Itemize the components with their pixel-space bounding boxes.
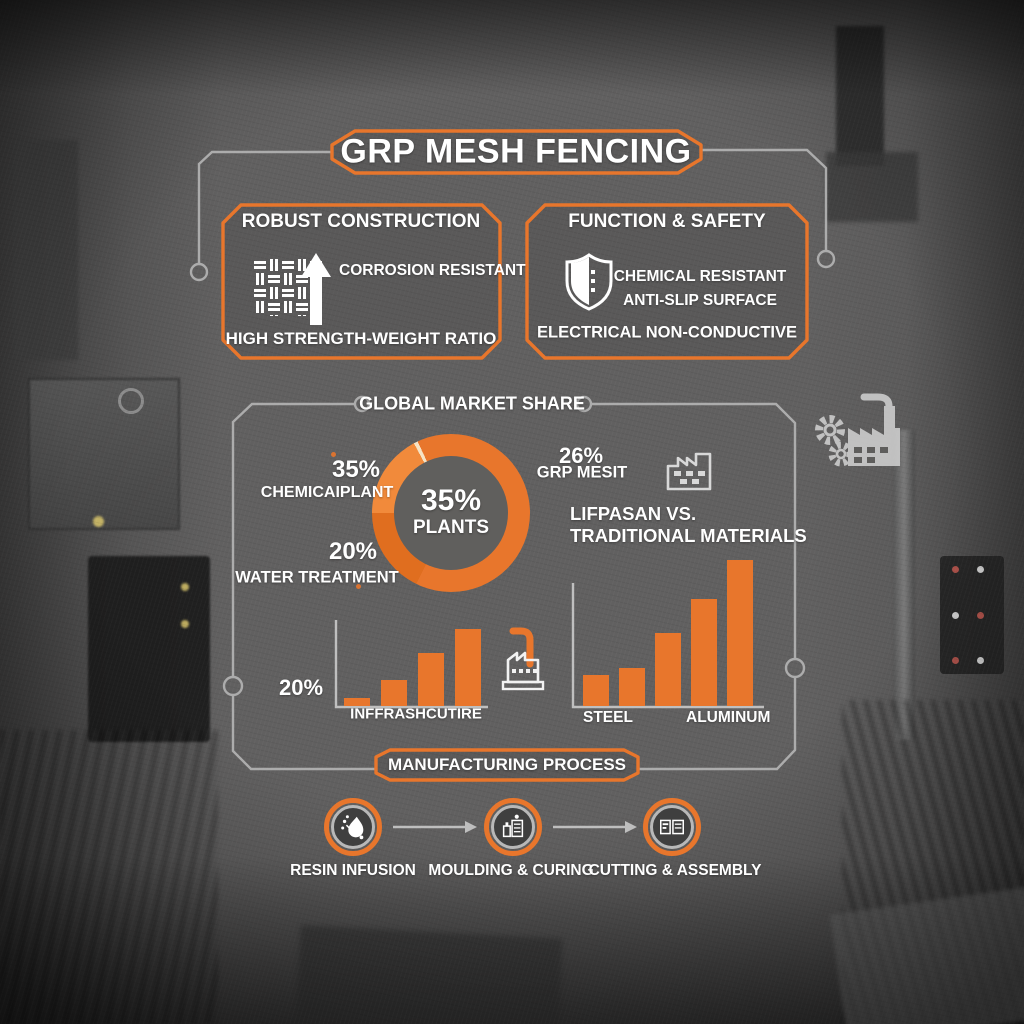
infra-chart-axes xyxy=(334,620,488,709)
page-title: GRP MESH FENCING xyxy=(340,132,692,171)
connector-node-icon xyxy=(222,675,244,697)
robust-box-title: ROBUST CONSTRUCTION xyxy=(241,211,481,232)
infra-pct: 20% xyxy=(278,675,324,700)
water-pct: 20% xyxy=(328,538,378,565)
donut-center-label: PLANTS xyxy=(413,517,489,538)
bar xyxy=(381,680,407,706)
materials-label-aluminum: ALUMINUM xyxy=(686,709,771,726)
arrow-up-icon xyxy=(300,253,332,325)
bar xyxy=(619,668,645,706)
connector-line xyxy=(638,678,797,771)
process-step-label: MOULDING & CURING xyxy=(428,862,594,879)
robust-feature-label: CORROSION RESISTANT xyxy=(339,262,526,279)
grp-pct: 26% xyxy=(558,443,604,468)
shield-icon xyxy=(563,252,615,312)
connector-node-icon xyxy=(189,262,209,282)
infra-bar-chart-bars xyxy=(344,620,494,706)
factory-gears-icon xyxy=(812,392,904,472)
process-step-circle xyxy=(484,798,542,856)
process-step-circle xyxy=(324,798,382,856)
materials-chart-axes xyxy=(571,583,764,709)
bar xyxy=(691,599,717,706)
chemical-pct: 35% xyxy=(331,456,381,483)
safety-feature-1: CHEMICAL RESISTANT xyxy=(613,268,787,285)
materials-label-steel: STEEL xyxy=(583,709,633,726)
process-step-label: CUTTING & ASSEMBLY xyxy=(588,862,762,879)
safety-feature-2: ANTI-SLIP SURFACE xyxy=(623,292,777,309)
safety-box-title: FUNCTION & SAFETY xyxy=(568,211,766,232)
grp-label: GRP MESIT xyxy=(536,463,628,482)
bar xyxy=(727,560,753,706)
process-heading: MANUFACTURING PROCESS xyxy=(387,755,627,774)
connector-node-icon xyxy=(816,249,836,269)
process-step-circle xyxy=(643,798,701,856)
bar xyxy=(455,629,481,706)
water-label: WATER TREATMENT xyxy=(235,568,399,587)
chemical-label: CHEMICAIPLANT xyxy=(260,484,394,501)
infra-caption: INFFRASHCUTIRE xyxy=(350,705,482,723)
process-banner-border xyxy=(374,748,640,782)
title-badge-border xyxy=(330,129,703,175)
connector-line xyxy=(197,150,333,263)
connector-node-icon xyxy=(784,657,806,679)
resin-infusion-icon xyxy=(331,805,375,849)
market-heading: GLOBAL MARKET SHARE xyxy=(359,393,585,414)
bar xyxy=(655,633,681,706)
materials-bar-chart-bars xyxy=(583,559,765,706)
moulding-curing-icon xyxy=(491,805,535,849)
connector-line xyxy=(231,696,376,771)
comparison-title-line1: LIFPASAN VS. xyxy=(570,503,697,524)
donut-hole xyxy=(394,456,508,570)
connector-line xyxy=(231,402,355,676)
connector-line xyxy=(591,402,797,658)
safety-footer-label: ELECTRICAL NON-CONDUCTIVE xyxy=(536,323,798,342)
bar xyxy=(344,698,370,706)
spark-dot xyxy=(331,452,336,457)
comparison-title-line2: TRADITIONAL MATERIALS xyxy=(570,525,807,546)
process-step-label: RESIN INFUSION xyxy=(290,862,416,879)
donut-chart xyxy=(372,434,530,592)
cutting-assembly-icon xyxy=(650,805,694,849)
safety-box-border xyxy=(525,203,809,360)
process-arrowhead-icon xyxy=(465,821,477,833)
connector-line xyxy=(700,148,828,250)
factory-outline-icon xyxy=(664,446,716,492)
robust-footer-label: HIGH STRENGTH-WEIGHT RATIO xyxy=(225,329,497,348)
donut-center-pct: 35% xyxy=(420,484,482,517)
factory-chimney-icon xyxy=(500,622,546,698)
spark-dot xyxy=(356,584,361,589)
bar xyxy=(583,675,609,706)
bar xyxy=(418,653,444,706)
process-arrowhead-icon xyxy=(625,821,637,833)
robust-box-border xyxy=(221,203,502,360)
